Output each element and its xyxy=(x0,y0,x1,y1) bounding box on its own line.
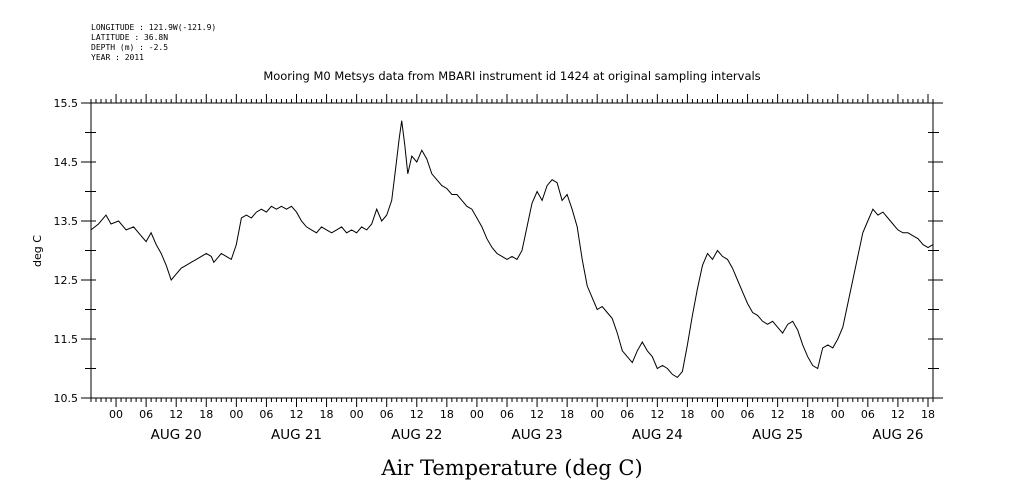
y-tick-label: 11.5 xyxy=(54,333,79,346)
x-hour-label: 06 xyxy=(380,408,394,421)
y-tick-label: 13.5 xyxy=(54,215,79,228)
x-hour-label: 18 xyxy=(440,408,454,421)
x-hour-label: 12 xyxy=(891,408,905,421)
x-hour-label: 18 xyxy=(199,408,213,421)
x-day-label: AUG 23 xyxy=(512,427,563,443)
x-hour-label: 18 xyxy=(680,408,694,421)
x-hour-label: 12 xyxy=(771,408,785,421)
y-tick-label: 15.5 xyxy=(54,97,79,110)
x-day-label: AUG 25 xyxy=(752,427,803,443)
x-hour-label: 18 xyxy=(560,408,574,421)
x-axis: 00 06 12 18 00 06 12 18 00 06 12 18 00 06 12 18 00 06 12 18… xyxy=(90,94,935,443)
x-hour-label: 00 xyxy=(350,408,364,421)
x-hour-label: 06 xyxy=(861,408,875,421)
y-tick-label: 14.5 xyxy=(54,156,79,169)
x-hour-label: 18 xyxy=(320,408,334,421)
y-axis: 15.5 14.5 13.5 12.5 11.5 10.5 xyxy=(54,97,943,405)
meta-longitude: LONGITUDE : 121.9W(-121.9) xyxy=(91,23,216,32)
x-hour-label: 06 xyxy=(139,408,153,421)
y-axis-label: deg C xyxy=(31,235,44,267)
x-hour-label: 06 xyxy=(259,408,273,421)
x-hour-label: 12 xyxy=(289,408,303,421)
x-hour-label: 18 xyxy=(801,408,815,421)
x-day-label: AUG 21 xyxy=(271,427,322,443)
y-tick-label: 10.5 xyxy=(54,392,79,405)
x-hour-label: 12 xyxy=(650,408,664,421)
x-hour-label: 00 xyxy=(710,408,724,421)
x-day-label: AUG 22 xyxy=(391,427,442,443)
x-hour-label: 18 xyxy=(921,408,935,421)
x-hour-label: 12 xyxy=(169,408,183,421)
x-day-label: AUG 24 xyxy=(632,427,683,443)
x-hour-label: 12 xyxy=(530,408,544,421)
x-hour-label: 06 xyxy=(620,408,634,421)
chart-title: Mooring M0 Metsys data from MBARI instru… xyxy=(263,69,760,83)
metadata-block: LONGITUDE : 121.9W(-121.9) LATITUDE : 36… xyxy=(91,23,216,62)
x-hour-label: 00 xyxy=(831,408,845,421)
x-hour-label: 06 xyxy=(500,408,514,421)
x-day-label: AUG 20 xyxy=(151,427,202,443)
x-hour-label: 00 xyxy=(109,408,123,421)
x-hour-label: 06 xyxy=(741,408,755,421)
meta-depth: DEPTH (m) : -2.5 xyxy=(91,43,168,52)
x-axis-title: Air Temperature (deg C) xyxy=(380,456,642,480)
x-hour-label: 00 xyxy=(590,408,604,421)
x-day-label: AUG 26 xyxy=(872,427,923,443)
x-hour-label: 00 xyxy=(470,408,484,421)
y-tick-label: 12.5 xyxy=(54,274,79,287)
series-line xyxy=(90,120,934,379)
meta-year: YEAR : 2011 xyxy=(91,53,144,62)
x-hour-label: 00 xyxy=(229,408,243,421)
meta-latitude: LATITUDE : 36.8N xyxy=(91,33,168,42)
x-hour-label: 12 xyxy=(410,408,424,421)
